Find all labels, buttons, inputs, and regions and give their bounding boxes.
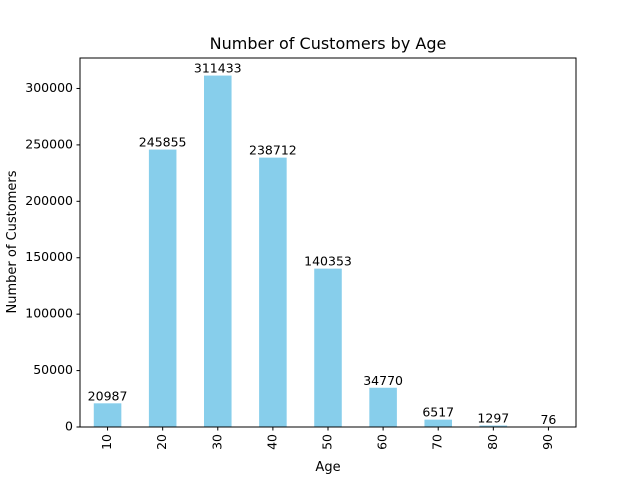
x-axis-label: Age (315, 460, 340, 475)
y-tick-label: 100000 (25, 306, 73, 321)
y-tick-label: 250000 (25, 136, 73, 151)
y-tick-label: 50000 (33, 362, 73, 377)
y-tick-label: 150000 (25, 249, 73, 264)
x-tick-label: 20 (154, 434, 169, 450)
data-labels-layer: 20987 245855 311433 238712 140353 34770 6517 12… (88, 61, 557, 427)
bar-data-label: 238712 (249, 143, 297, 158)
bar (93, 403, 122, 427)
bar-data-label: 6517 (422, 405, 454, 420)
bar (204, 75, 232, 427)
bar-data-label: 140353 (304, 254, 352, 269)
bar-data-label: 1297 (477, 411, 509, 426)
x-tick-label: 50 (320, 434, 335, 450)
bar-data-label: 76 (540, 412, 556, 427)
y-tick-label: 0 (65, 419, 73, 434)
y-axis-label: Number of Customers (5, 170, 20, 313)
bar (479, 425, 508, 427)
x-tick-label: 30 (209, 434, 224, 450)
x-tick-label: 40 (264, 434, 279, 450)
bar (369, 387, 397, 427)
bars-layer (93, 75, 563, 427)
x-tick-label: 10 (99, 434, 114, 450)
bar-data-label: 20987 (88, 388, 128, 403)
bar (148, 149, 177, 427)
bar-data-label: 34770 (363, 373, 403, 388)
bar-data-label: 311433 (194, 61, 242, 76)
y-tick-label: 300000 (25, 80, 73, 95)
bar (259, 157, 287, 427)
chart-title: Number of Customers by Age (210, 34, 447, 53)
bar (314, 268, 342, 427)
x-tick-label: 60 (375, 434, 390, 450)
y-tick-label: 200000 (25, 193, 73, 208)
x-tick-label: 90 (540, 434, 555, 450)
x-axis-ticks: 10 20 30 40 50 60 70 80 90 (99, 427, 555, 450)
y-axis-ticks: 0 50000 100000 150000 200000 250000 300000 (25, 80, 80, 434)
x-tick-label: 70 (430, 434, 445, 450)
bar-data-label: 245855 (139, 135, 187, 150)
x-tick-label: 80 (485, 434, 500, 450)
bar (424, 419, 452, 427)
plot-area-frame (79, 57, 577, 428)
